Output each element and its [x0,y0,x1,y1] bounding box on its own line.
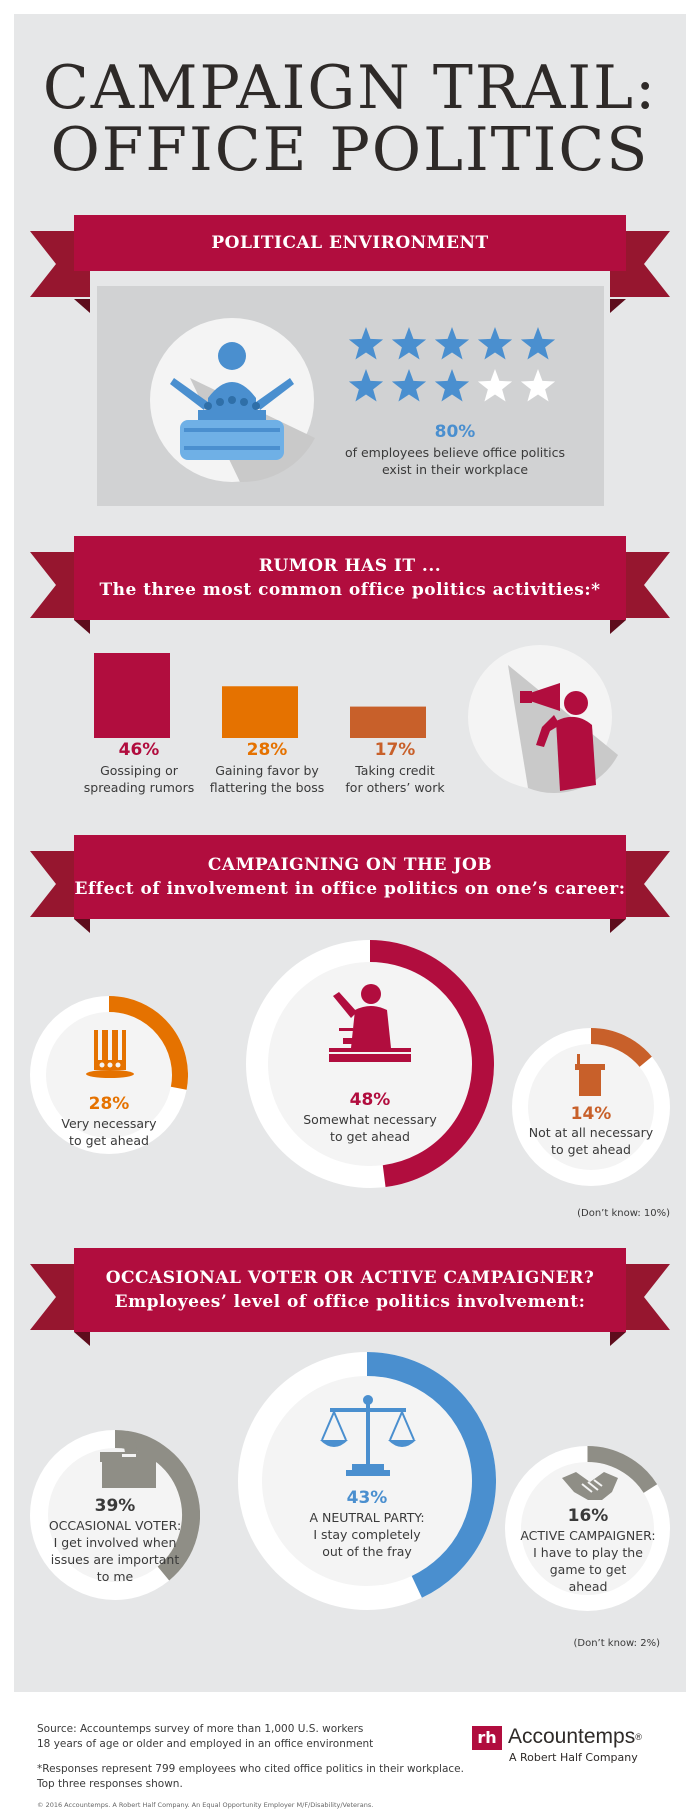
not-necessary-pct: 14% [570,1104,612,1124]
somewhat-necessary-l2: to get ahead [330,1129,410,1144]
banner-voter-line-1: OCCASIONAL VOTER OR ACTIVE CAMPAIGNER? [105,1268,595,1288]
very-necessary-l1: Very necessary [61,1116,157,1131]
uncle-sam-hat-icon [86,1030,134,1078]
rating-star [391,327,427,360]
banner-title: POLITICAL ENVIRONMENT [211,233,489,253]
active-campaigner-l4: ahead [568,1579,608,1594]
neutral-party-pct: 43% [346,1488,388,1508]
dont-know-career: (Don’t know: 10%) [577,1208,670,1219]
not-necessary-l1: Not at all necessary [528,1125,654,1140]
ring-arc [369,940,494,1188]
bar-pct-credit: 17% [374,740,416,760]
lectern-icon [575,1054,605,1096]
banner-campaigning: CAMPAIGNING ON THE JOB Effect of involve… [30,835,670,933]
footnote-line-2: Top three responses shown. [37,1778,183,1790]
not-necessary-l2: to get ahead [551,1142,631,1157]
title-line-2: OFFICE POLITICS [50,115,650,185]
activity-bar [222,686,298,738]
very-necessary-l2: to get ahead [69,1133,149,1148]
bar-label-gossip-l2: spreading rumors [83,780,195,795]
active-campaigner-pct: 16% [567,1506,609,1526]
rating-star [520,369,556,402]
dont-know-involvement: (Don’t know: 2%) [573,1638,660,1649]
logo-subtitle: A Robert Half Company [509,1751,638,1764]
occasional-voter-l2: I get involved when [53,1535,177,1550]
bar-label-flatter-l1: Gaining favor by [215,763,319,778]
speaker-at-podium-icon [329,984,411,1062]
political-caption-line-1: of employees believe office politics [344,445,566,460]
banner-rumor-line-2: The three most common office politics ac… [99,580,601,600]
logo-name-text: Accountemps [508,1725,636,1748]
active-campaigner-l2: I have to play the [533,1545,643,1560]
active-campaigner-l3: game to get [549,1562,627,1577]
politician-podium-icon [150,318,315,483]
megaphone-person-icon [468,645,618,794]
political-caption-line-2: exist in their workplace [381,462,529,477]
neutral-party-l2: I stay completely [313,1527,421,1542]
rating-star [434,369,470,402]
logo-mark: rh [472,1726,502,1750]
ring-arc [587,1446,658,1494]
ring-neutral-party [238,1352,496,1610]
rating-star [348,327,384,360]
rating-star [391,369,427,402]
very-necessary-pct: 28% [88,1094,130,1114]
banner-voter: OCCASIONAL VOTER OR ACTIVE CAMPAIGNER? E… [30,1248,670,1346]
banner-rumor: RUMOR HAS IT ... The three most common o… [30,536,670,634]
star-rating [348,327,556,402]
somewhat-necessary-l1: Somewhat necessary [303,1112,437,1127]
occasional-voter-l1: OCCASIONAL VOTER: [48,1518,182,1533]
copyright: © 2016 Accountemps. A Robert Half Compan… [37,1801,374,1809]
neutral-party-l1: A NEUTRAL PARTY: [309,1510,425,1525]
active-campaigner-l1: ACTIVE CAMPAIGNER: [520,1528,656,1543]
banner-campaigning-line-2: Effect of involvement in office politics… [74,879,626,899]
ring-center [521,1462,654,1595]
ring-somewhat-necessary [246,940,494,1188]
logo-registered: ® [635,1732,642,1742]
ring-arc [590,1028,652,1068]
scales-icon [320,1395,416,1476]
political-stat: 80% [434,422,476,442]
footnote-line-1: *Responses represent 799 employees who c… [37,1763,464,1775]
neutral-party-l3: out of the fray [322,1544,412,1559]
rating-star [520,327,556,360]
rating-star [348,369,384,402]
ring-arc [108,996,188,1090]
somewhat-necessary-pct: 48% [349,1090,391,1110]
activity-bar [350,706,426,738]
bar-label-flatter-l2: flattering the boss [209,780,325,795]
logo-name: Accountemps® [508,1724,642,1750]
handshake-icon [562,1472,618,1500]
activities-bar-chart [94,653,426,738]
rating-star [477,369,513,402]
ring-arc [114,1430,200,1581]
banner-campaigning-line-1: CAMPAIGNING ON THE JOB [207,855,493,875]
occasional-voter-l3: issues are important [50,1552,180,1567]
banner-political-environment: POLITICAL ENVIRONMENT [30,215,670,313]
banner-voter-line-2: Employees’ level of office politics invo… [114,1292,586,1312]
ring-not-necessary [512,1028,670,1186]
ring-center [262,1376,472,1586]
ring-center [528,1044,654,1170]
source-line-1: Source: Accountemps survey of more than … [37,1723,364,1735]
ring-center [268,962,472,1166]
bar-pct-flatter: 28% [246,740,288,760]
ring-active-campaigner [505,1446,670,1611]
ballot-box-icon [100,1434,158,1488]
bar-label-credit-l2: for others’ work [345,780,445,795]
rating-star [434,327,470,360]
occasional-voter-pct: 39% [94,1496,136,1516]
rating-star [477,327,513,360]
activity-bar [94,653,170,738]
occasional-voter-l4: to me [96,1569,134,1584]
bar-label-gossip-l1: Gossiping or [100,763,178,778]
bar-label-credit-l1: Taking credit [355,763,435,778]
source-line-2: 18 years of age or older and employed in… [37,1738,374,1750]
bar-pct-gossip: 46% [118,740,160,760]
title-line-1: CAMPAIGN TRAIL: [42,53,658,123]
banner-rumor-line-1: RUMOR HAS IT ... [258,556,442,576]
ring-arc [366,1352,496,1598]
